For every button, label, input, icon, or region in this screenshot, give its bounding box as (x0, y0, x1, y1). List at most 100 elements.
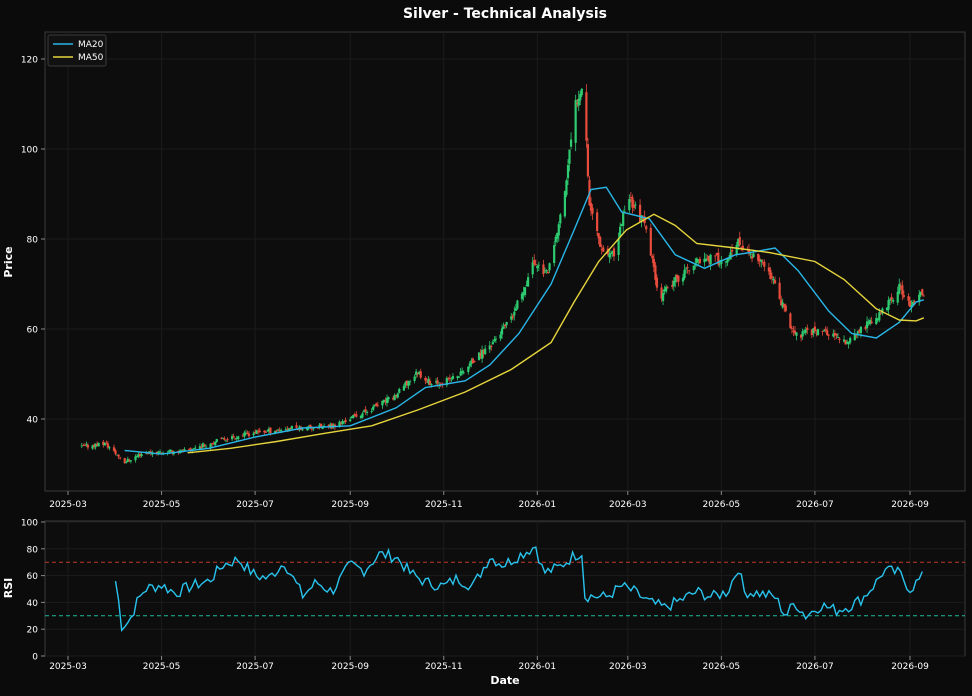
candle-body (484, 348, 487, 355)
candle-body (481, 349, 484, 359)
legend-box (47, 34, 107, 67)
candle-body (387, 397, 390, 400)
candle-body (849, 338, 852, 343)
candle-body (106, 443, 109, 448)
candle-body (602, 247, 605, 252)
candle-body (652, 258, 655, 267)
candle-body (301, 429, 304, 431)
candle-body (83, 445, 86, 446)
candle-body (577, 98, 580, 106)
candle-body (778, 282, 781, 300)
candle-body (221, 437, 224, 439)
candle-body (566, 165, 570, 179)
price-x-tick-label: 2025-03 (49, 500, 87, 510)
candle-body (338, 421, 341, 428)
candle-body (119, 457, 122, 459)
candle-body (563, 191, 567, 217)
candle-body (257, 431, 260, 433)
candle-body (224, 440, 228, 442)
candle-body (801, 331, 804, 337)
candle-body (520, 293, 524, 300)
candle-body (447, 377, 450, 379)
candle-body (384, 400, 387, 403)
candle-body (655, 277, 659, 288)
candle-body (772, 278, 775, 281)
candle-body (339, 422, 343, 424)
candle-body (824, 328, 827, 331)
candle-body (168, 450, 171, 453)
candle-body (327, 424, 330, 427)
candle-body (450, 379, 453, 381)
candle-body (80, 445, 83, 447)
candle-body (781, 302, 784, 308)
candle-body (123, 458, 126, 463)
rsi-y-axis: 0 20 40 60 80 100 (21, 519, 45, 663)
candle-body (183, 449, 186, 451)
candle-body (741, 245, 744, 250)
candle-body (194, 447, 197, 449)
candle-body (258, 430, 261, 433)
candle-body (922, 295, 925, 297)
candle-body (760, 259, 763, 262)
candle-body (188, 448, 191, 450)
candle-body (158, 451, 162, 453)
candle-body (892, 300, 895, 302)
candle-body (628, 199, 631, 211)
candle-body (527, 277, 530, 287)
candle-body (448, 377, 451, 379)
candle-body (232, 436, 235, 438)
rsi-y-tick-label: 100 (21, 519, 38, 529)
candle-body (887, 300, 890, 310)
rsi-x-axis: 2025-03 2025-05 2025-07 2025-09 2025-11 2026-… (49, 656, 929, 672)
candle-body (477, 352, 481, 361)
candle-body (842, 339, 846, 342)
candle-body (537, 264, 540, 266)
rsi-x-tick-label: 2025-07 (236, 662, 274, 672)
candle-body (284, 429, 287, 431)
candle-body (761, 262, 764, 263)
candle-body (416, 373, 419, 375)
candle-body (468, 363, 471, 367)
candle-body (415, 371, 418, 375)
candle-body (103, 442, 106, 446)
candle-body (865, 321, 869, 329)
candle-body (115, 454, 119, 456)
candle-body (812, 328, 815, 334)
candle-body (533, 260, 536, 264)
candle-body (804, 329, 807, 333)
candle-body (137, 454, 140, 457)
candle-body (86, 445, 90, 448)
candle-body (619, 226, 622, 237)
candle-body (612, 248, 616, 257)
candle-body (823, 330, 826, 332)
candle-body (789, 313, 792, 329)
candle-body (706, 258, 709, 259)
candle-body (214, 441, 217, 446)
rsi-x-tick-label: 2025-09 (331, 662, 369, 672)
candle-body (350, 416, 353, 419)
candle-body (858, 329, 861, 333)
candle-body (155, 451, 159, 454)
candle-body (596, 212, 599, 231)
ma20-line (124, 186, 924, 455)
candle-body (514, 308, 517, 311)
candle-body (792, 330, 795, 332)
candle-body (241, 435, 244, 437)
candle-body (674, 276, 677, 283)
candle-body (790, 328, 794, 330)
candle-body (494, 338, 497, 340)
candle-body (855, 334, 858, 336)
candle-body (108, 447, 111, 449)
candle-body (82, 445, 85, 447)
candle-body (730, 249, 734, 252)
candle-body (252, 433, 255, 436)
price-grid (45, 32, 965, 491)
candle-body (686, 267, 689, 269)
price-x-axis: 2025-03 2025-05 2025-07 2025-09 2025-11 2026-… (49, 491, 929, 510)
candle-body (640, 215, 643, 221)
candle-body (623, 211, 626, 213)
candle-body (737, 238, 740, 247)
candle-body (169, 449, 172, 451)
